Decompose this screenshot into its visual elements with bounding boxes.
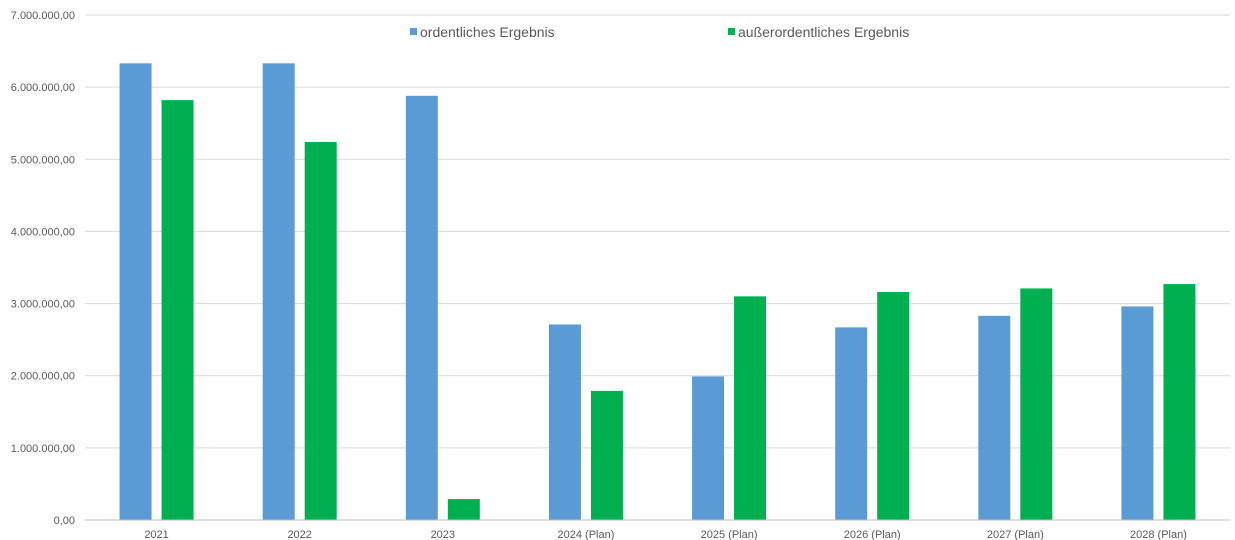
legend: ordentliches Ergebnis außerordentliches E… (410, 24, 909, 40)
bar-ausserordentliches-1 (305, 142, 337, 520)
bar-ausserordentliches-3 (591, 391, 623, 520)
legend-label: außerordentliches Ergebnis (738, 24, 909, 40)
bar-ordentliches-0 (120, 63, 152, 520)
x-tick-label: 2028 (Plan) (1130, 529, 1187, 540)
bar-ordentliches-7 (1121, 306, 1153, 520)
bar-ordentliches-1 (263, 63, 295, 520)
bar-ausserordentliches-5 (877, 292, 909, 520)
x-tick-label: 2022 (287, 529, 311, 540)
y-tick-label: 1.000.000,00 (11, 443, 75, 455)
y-tick-label: 4.000.000,00 (11, 226, 75, 238)
y-tick-label: 0,00 (54, 515, 75, 527)
bar-ausserordentliches-4 (734, 296, 766, 520)
y-tick-label: 6.000.000,00 (11, 82, 75, 94)
bar-ausserordentliches-2 (448, 499, 480, 520)
x-axis: 2021 2022 2023 2024 (Plan) 2025 (Plan) 2026 (… (85, 520, 1230, 540)
bar-ausserordentliches-6 (1020, 288, 1052, 520)
bars (120, 63, 1196, 520)
y-tick-label: 2.000.000,00 (11, 371, 75, 383)
x-tick-label: 2024 (Plan) (558, 529, 615, 540)
bar-ordentliches-5 (835, 327, 867, 520)
y-tick-label: 3.000.000,00 (11, 299, 75, 311)
x-tick-label: 2027 (Plan) (987, 529, 1044, 540)
x-tick-label: 2025 (Plan) (701, 529, 758, 540)
bar-ausserordentliches-7 (1163, 284, 1195, 520)
gridlines (85, 15, 1230, 448)
bar-ordentliches-4 (692, 376, 724, 520)
x-tick-label: 2021 (144, 529, 168, 540)
legend-swatch (410, 28, 417, 35)
y-axis: 0,00 1.000.000,00 2.000.000,00 3.000.000,00… (11, 10, 75, 527)
x-tick-label: 2023 (431, 529, 455, 540)
legend-label: ordentliches Ergebnis (420, 24, 555, 40)
y-tick-label: 5.000.000,00 (11, 154, 75, 166)
y-tick-label: 7.000.000,00 (11, 10, 75, 22)
bar-ordentliches-2 (406, 96, 438, 520)
x-tick-label: 2026 (Plan) (844, 529, 901, 540)
bar-ausserordentliches-0 (162, 100, 194, 520)
bar-ordentliches-6 (978, 316, 1010, 520)
legend-swatch (728, 28, 735, 35)
bar-ordentliches-3 (549, 324, 581, 520)
